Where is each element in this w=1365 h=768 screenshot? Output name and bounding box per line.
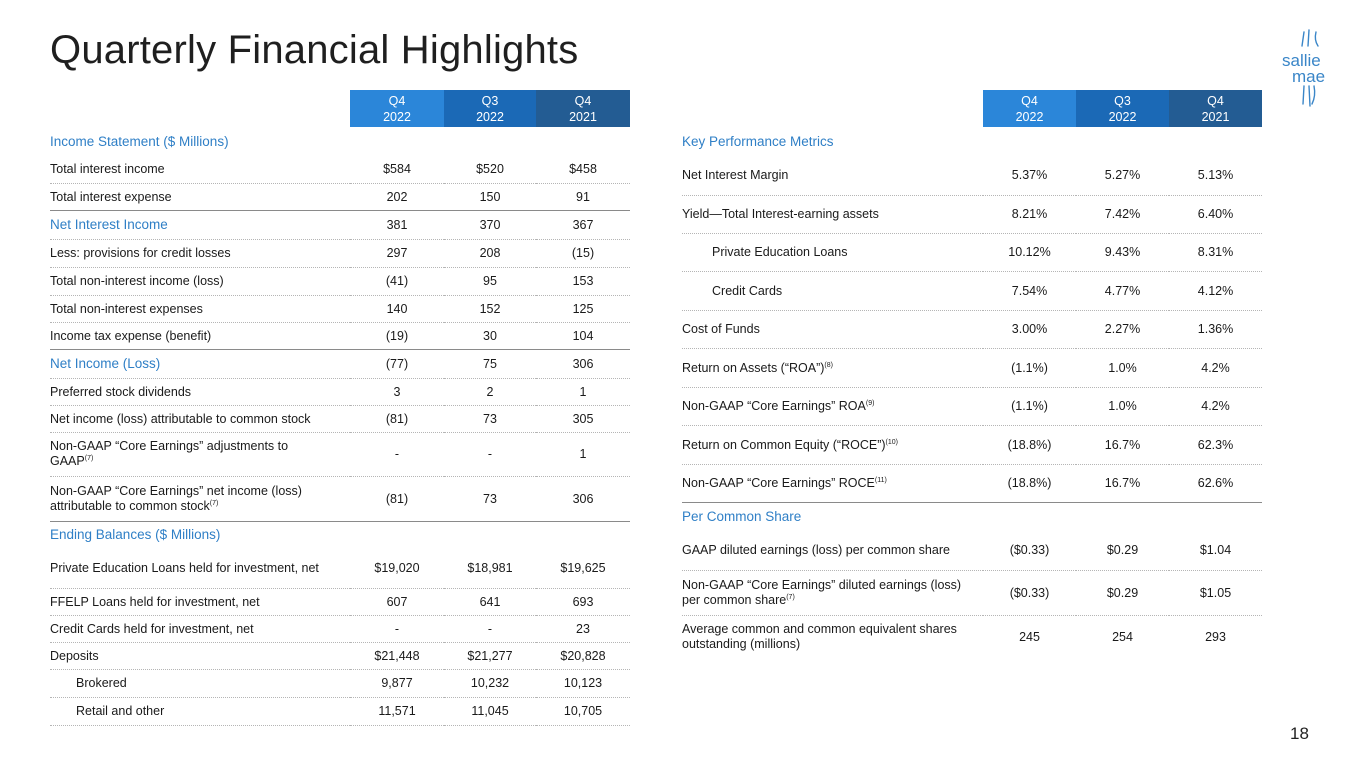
- income-balances-table: Q4 2022 Q3 2022 Q4 2021 Income Statement ($…: [50, 90, 630, 726]
- table-row: Non-GAAP “Core Earnings” net income (los…: [50, 476, 630, 522]
- table-row: Preferred stock dividends 3 2 1: [50, 378, 630, 406]
- table-row: Return on Assets (“ROA”)(8) (1.1%) 1.0% 4.2…: [682, 348, 1262, 388]
- table-row: Average common and common equivalent sha…: [682, 622, 1226, 652]
- table-row: Private Education Loans 10.12% 9.43% 8.31%: [682, 233, 1262, 272]
- sallie-mae-logo: sallie mae: [1282, 29, 1325, 107]
- table-row: Net Income (Loss) (77) 75 306: [50, 349, 630, 379]
- column-header: Q4 2021: [1169, 90, 1262, 127]
- table-row: Private Education Loans held for investm…: [50, 548, 630, 589]
- table-row: Total interest income $584 $520 $458: [50, 156, 630, 184]
- column-header: Q3 2022: [1076, 90, 1169, 127]
- table-row: Net income (loss) attributable to common…: [50, 405, 630, 433]
- table-row: Retail and other 11,571 11,045 10,705: [50, 697, 630, 726]
- column-header: Q4 2022: [983, 90, 1076, 127]
- table-row: Non-GAAP “Core Earnings” diluted earning…: [682, 570, 1262, 616]
- table-row: Total non-interest expenses 140 152 125: [50, 295, 630, 323]
- column-header: Q3 2022: [444, 90, 536, 127]
- table-row: Credit Cards held for investment, net - -2…: [50, 615, 630, 643]
- table-row: Less: provisions for credit losses 297 208…: [50, 239, 630, 268]
- logo-text-line2: mae: [1292, 67, 1325, 86]
- table-row: GAAP diluted earnings (loss) per common …: [682, 531, 1262, 571]
- logo-text-line1: sallie: [1282, 51, 1321, 70]
- section-heading: Ending Balances ($ Millions): [50, 527, 221, 543]
- table-row: Deposits $21,448 $21,277 $20,828: [50, 642, 630, 670]
- section-heading: Income Statement ($ Millions): [50, 134, 229, 149]
- table-row: Non-GAAP “Core Earnings” adjustments to …: [50, 432, 630, 477]
- table-row: FFELP Loans held for investment, net 607 6…: [50, 588, 630, 616]
- table-row: Non-GAAP “Core Earnings” ROA(9) (1.1%) 1.0…: [682, 387, 1262, 426]
- table-row: Yield—Total Interest-earning assets 8.21%…: [682, 195, 1262, 234]
- page-title: Quarterly Financial Highlights: [50, 28, 579, 72]
- page-number: 18: [1290, 724, 1309, 743]
- table-row: Income tax expense (benefit) (19) 30 104: [50, 322, 630, 350]
- table-row: Non-GAAP “Core Earnings” ROCE(11) (18.8%)…: [682, 464, 1262, 503]
- table-row: Cost of Funds 3.00% 2.27% 1.36%: [682, 310, 1262, 349]
- column-header: Q4 2021: [536, 90, 630, 127]
- table-row: Net Interest Margin 5.37% 5.27% 5.13%: [682, 155, 1262, 196]
- table-row: Credit Cards 7.54% 4.77% 4.12%: [682, 271, 1262, 311]
- table-row: Total non-interest income (loss) (41) 95 15…: [50, 267, 630, 296]
- section-heading: Per Common Share: [682, 509, 802, 525]
- table-row: Total interest expense 202 150 91: [50, 183, 630, 211]
- table-row: Net Interest Income 381 370 367: [50, 210, 630, 240]
- performance-metrics-table: Q4 2022 Q3 2022 Q4 2021 Key Performance Met…: [682, 90, 1262, 659]
- table-row: Brokered 9,877 10,232 10,123: [50, 669, 630, 698]
- section-heading: Key Performance Metrics: [682, 133, 834, 149]
- table-row: Return on Common Equity (“ROCE”)(10) (18.…: [682, 425, 1262, 465]
- column-header: Q4 2022: [350, 90, 444, 127]
